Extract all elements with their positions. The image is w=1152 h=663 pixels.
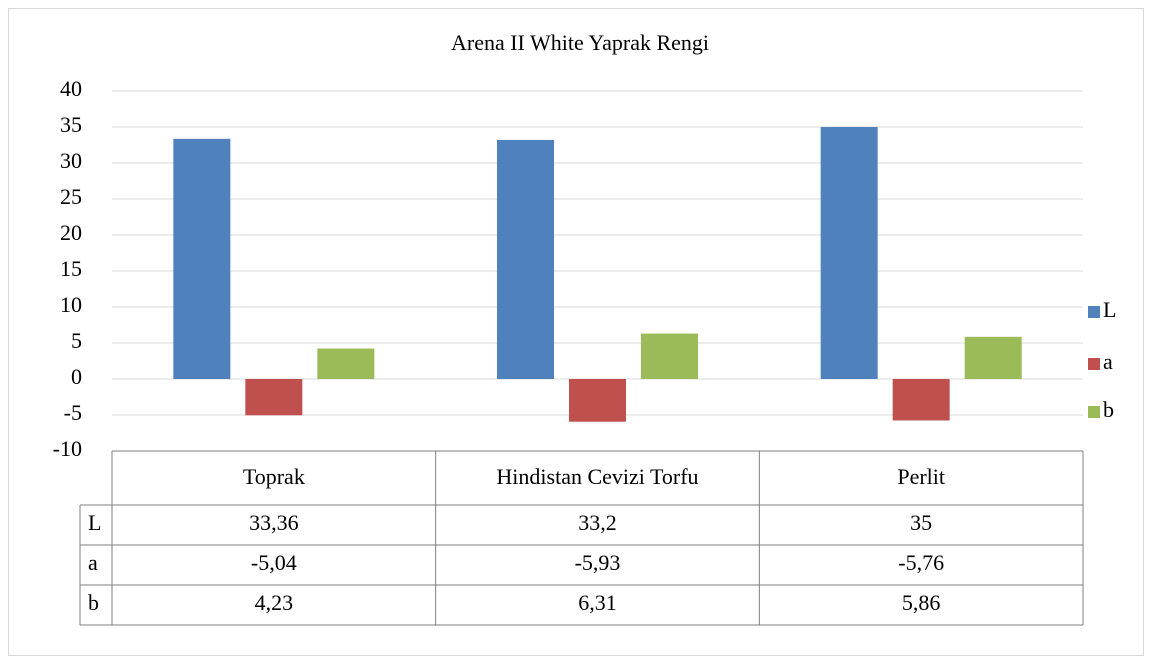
bar <box>641 333 698 379</box>
bar <box>245 379 303 416</box>
bar <box>173 138 231 379</box>
table-value: 35 <box>910 510 932 535</box>
y-tick-label: 20 <box>60 220 82 245</box>
y-tick-label: 25 <box>60 184 82 209</box>
table-row-label: b <box>88 590 99 615</box>
bar <box>317 348 375 379</box>
table-row-label: a <box>88 550 98 575</box>
table-row-label: L <box>88 510 101 535</box>
y-tick-label: 40 <box>60 76 82 101</box>
table-value: -5,93 <box>575 550 621 575</box>
legend-swatch <box>1088 306 1100 318</box>
y-tick-label: 35 <box>60 112 82 137</box>
x-tick-label: Hindistan Cevizi Torfu <box>496 464 698 489</box>
y-tick-label: 0 <box>71 364 82 389</box>
bar <box>892 379 950 421</box>
chart-title: Arena II White Yaprak Rengi <box>451 30 709 55</box>
legend-label: L <box>1103 297 1116 322</box>
table-value: 5,86 <box>902 590 941 615</box>
legend-swatch <box>1088 358 1100 370</box>
bar <box>820 127 878 379</box>
y-tick-label: -10 <box>53 436 82 461</box>
legend-label: a <box>1103 349 1113 374</box>
y-tick-label: 15 <box>60 256 82 281</box>
x-tick-label: Perlit <box>897 464 945 489</box>
bar <box>964 336 1022 379</box>
y-tick-label: 30 <box>60 148 82 173</box>
y-tick-label: -5 <box>64 400 82 425</box>
table-value: 33,36 <box>249 510 299 535</box>
legend-label: b <box>1103 397 1114 422</box>
table-value: -5,76 <box>898 550 944 575</box>
y-tick-label: 5 <box>71 328 82 353</box>
table-value: 33,2 <box>578 510 617 535</box>
table-value: -5,04 <box>251 550 297 575</box>
x-tick-label: Toprak <box>243 464 305 489</box>
bar <box>569 379 626 422</box>
y-tick-label: 10 <box>60 292 82 317</box>
legend-swatch <box>1088 406 1100 418</box>
table-value: 6,31 <box>578 590 617 615</box>
table-value: 4,23 <box>255 590 294 615</box>
bar <box>497 139 554 379</box>
